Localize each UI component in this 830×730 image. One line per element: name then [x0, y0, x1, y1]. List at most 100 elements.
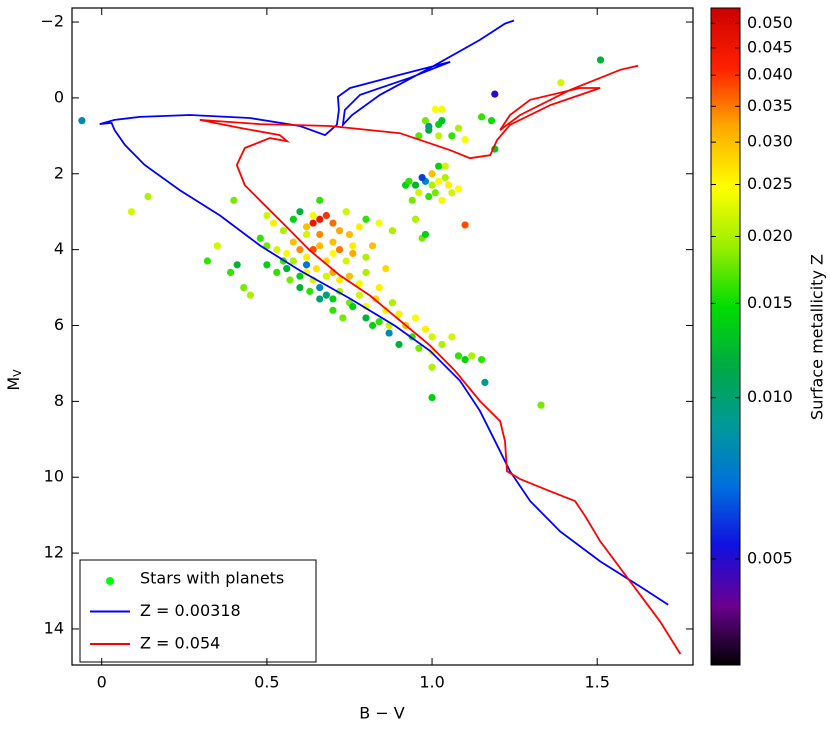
star-point [405, 177, 413, 185]
star-point [273, 268, 281, 276]
star-point [438, 196, 446, 204]
plot-area [78, 19, 682, 655]
colorbar-tick-label: 0.020 [747, 226, 793, 245]
y-axis-label-sub: V [11, 369, 24, 377]
star-point [322, 211, 330, 220]
star-point [78, 117, 86, 125]
colorbar-tick-label: 0.040 [747, 65, 793, 84]
star-point [362, 253, 370, 261]
colorbar-tick-label: 0.030 [747, 132, 793, 151]
star-point [375, 318, 383, 326]
colorbar-tick-label: 0.015 [747, 293, 793, 312]
star-point [435, 177, 443, 185]
colorbar-tick-label: 0.025 [747, 174, 793, 193]
star-point [329, 306, 337, 314]
star-point [448, 333, 456, 341]
star-point [279, 227, 288, 235]
star-point [421, 117, 430, 125]
star-point [415, 189, 423, 197]
star-point [461, 356, 469, 364]
star-point [428, 181, 436, 189]
star-point [233, 261, 241, 269]
star-point [368, 321, 377, 330]
star-point [316, 295, 324, 303]
star-point [144, 192, 152, 201]
y-tick-label: 2 [54, 163, 64, 182]
star-point [454, 185, 463, 193]
star-point [438, 105, 446, 113]
y-tick-label: 4 [54, 239, 64, 258]
star-point [441, 173, 449, 182]
star-point [388, 299, 397, 307]
x-tick-label: 1.0 [419, 673, 444, 692]
y-tick-label: 8 [54, 391, 64, 410]
star-point [428, 333, 436, 341]
star-point [372, 295, 380, 303]
star-point [438, 340, 446, 349]
star-point [322, 272, 330, 280]
star-point [438, 117, 446, 125]
star-point [306, 287, 314, 295]
star-point [283, 264, 291, 273]
star-point [385, 329, 393, 337]
colorbar-label: Surface metallicity Z [808, 254, 827, 420]
star-point [289, 257, 297, 265]
x-tick-label: 0 [97, 673, 107, 692]
y-tick-label: 6 [54, 315, 64, 334]
axes-frame [71, 7, 694, 666]
star-point [316, 283, 324, 292]
star-point [349, 249, 357, 258]
star-point [289, 238, 297, 246]
star-point [322, 291, 330, 299]
star-point [289, 215, 297, 223]
y-tick-label: −2 [40, 12, 64, 31]
star-point [428, 363, 436, 371]
star-point [263, 261, 271, 269]
star-point [441, 162, 449, 170]
y-axis-label: MV [4, 369, 25, 391]
star-point [537, 401, 545, 409]
star-point [411, 181, 420, 189]
star-point [431, 189, 439, 197]
star-point [362, 215, 370, 223]
star-point [339, 314, 347, 322]
star-point [203, 257, 212, 265]
star-point [342, 208, 350, 216]
star-point [302, 261, 311, 269]
star-point [316, 230, 324, 239]
isochrone-line [199, 64, 682, 655]
star-point [273, 246, 281, 254]
star-point [355, 280, 363, 288]
star-point [355, 291, 363, 299]
star-point [349, 302, 357, 311]
star-point [335, 246, 344, 254]
star-point [418, 173, 426, 182]
star-point [444, 181, 453, 189]
star-point [213, 242, 221, 250]
star-point [395, 310, 403, 318]
star-point [596, 56, 605, 64]
star-point [263, 211, 271, 220]
star-point [309, 219, 317, 227]
colorbar-tick-label: 0.005 [747, 548, 793, 567]
star-point [454, 352, 463, 360]
star-point [461, 136, 469, 144]
star-point [468, 352, 476, 360]
colorbar-tick-label: 0.010 [747, 387, 793, 406]
colorbar-tick-label: 0.045 [747, 37, 793, 56]
star-point [302, 253, 311, 261]
legend-marker [106, 577, 114, 585]
star-point [335, 276, 344, 284]
star-point [316, 242, 324, 250]
star-point [461, 221, 469, 229]
star-point [415, 344, 423, 352]
star-point [335, 227, 344, 235]
star-point [375, 219, 383, 227]
star-point [481, 378, 489, 386]
star-point [448, 189, 456, 197]
star-point [316, 196, 324, 204]
isochrone-line [99, 19, 669, 606]
star-point [296, 283, 304, 292]
